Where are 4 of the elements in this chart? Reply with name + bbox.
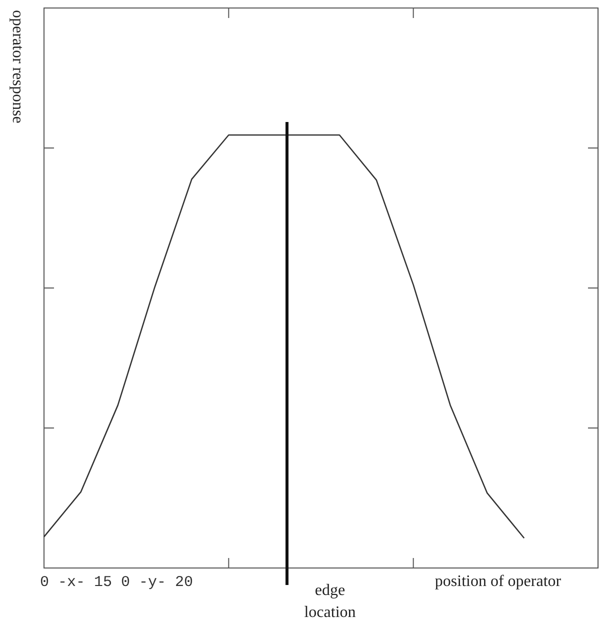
x-axis-title: position of operator bbox=[434, 573, 562, 590]
text: 0 -x- 15 0 -y- 20 bbox=[40, 574, 194, 591]
y-axis-title: operator response bbox=[9, 10, 26, 124]
text: edge location bbox=[304, 582, 356, 621]
